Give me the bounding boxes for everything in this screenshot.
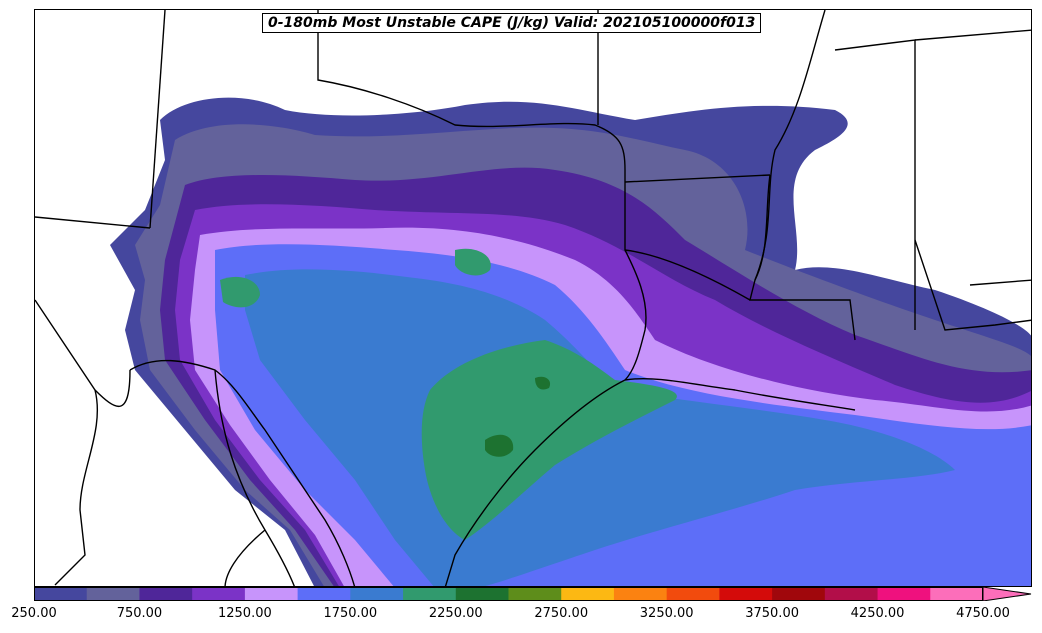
map-title: 0-180mb Most Unstable CAPE (J/kg) Valid:… [262,13,762,33]
colorbar-segment [403,587,457,601]
colorbar-tick-label: 750.00 [116,606,163,621]
colorbar-segment [455,587,509,601]
colorbar-segment [613,587,668,601]
colorbar-tick-label: 2750.00 [534,606,589,621]
colorbar-segment [561,587,615,601]
colorbar-segment [139,587,193,601]
colorbar-tick-label: 1750.00 [323,606,378,621]
cape-fill-2250-b [535,376,551,390]
colorbar [34,587,1032,601]
map-panel [34,9,1032,587]
colorbar-segment [297,587,351,601]
colorbar-tick-label: 3250.00 [639,606,694,621]
colorbar-extend-arrow [982,587,1032,601]
colorbar-segment [86,587,140,601]
colorbar-tick-label: 2250.00 [428,606,483,621]
cape-fill-layer [110,97,1031,586]
colorbar-tick-label: 3750.00 [745,606,799,621]
colorbar-segment [772,587,826,601]
colorbar-tick-label: 4750.00 [956,606,1010,621]
colorbar-segment [244,587,299,601]
colorbar-segment [877,587,931,601]
colorbar-tick-label: 250.00 [11,606,57,621]
cape-fill-2000-b [220,276,260,308]
colorbar-tick-label: 4250.00 [850,606,905,621]
colorbar-segment [508,587,562,601]
colorbar-segment [666,587,720,601]
colorbar-segment [930,587,984,601]
cape-fill-2000-c [455,248,491,276]
colorbar-tick-label: 1250.00 [217,606,272,621]
cape-fill-2250-a [485,434,514,457]
colorbar-segment [350,587,404,601]
boundary-lines [35,10,1031,586]
colorbar-segments [34,587,984,601]
cape-map [35,10,1031,586]
colorbar-segment [824,587,879,601]
colorbar-segment [34,587,88,601]
colorbar-segment [192,587,246,601]
colorbar-border [34,587,983,601]
cape-fill-2000 [421,340,677,540]
colorbar-segment [719,587,773,601]
